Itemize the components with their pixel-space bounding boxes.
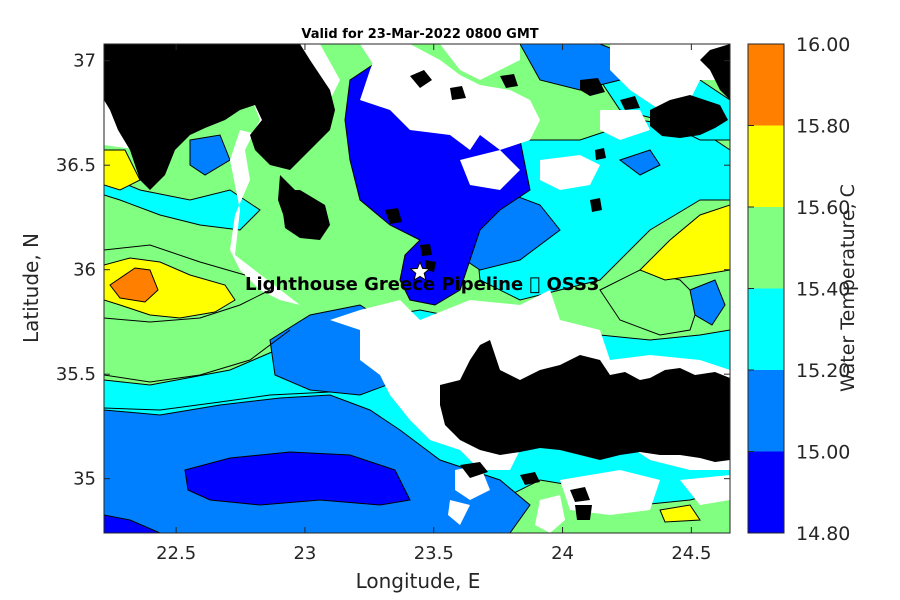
colorbar-tick-label: 15.40 <box>796 279 850 301</box>
y-tick-label: 36.5 <box>56 155 96 176</box>
colorbar-label: Water Temperature, C <box>837 184 859 392</box>
y-tick-label: 35.5 <box>56 364 96 385</box>
temperature-band-15-60-15-80 <box>104 149 141 191</box>
y-axis-ticks: 37 36.5 36 35.5 35 <box>56 51 730 490</box>
x-tick-label: 23 <box>293 543 316 564</box>
plot-frame <box>103 43 731 534</box>
site-label: Lighthouse Greece Pipeline   OSS3 <box>245 274 599 295</box>
y-tick-label: 36 <box>73 260 96 281</box>
x-tick-label: 24.5 <box>671 543 711 564</box>
colorbar-swatch <box>748 370 784 452</box>
y-tick-label: 35 <box>73 469 96 490</box>
colorbar-tick-labels: 16.00 15.80 15.60 15.40 15.20 15.00 14.80 <box>748 34 850 545</box>
map-title: Valid for 23-Mar-2022 0800 GMT <box>301 27 538 42</box>
temperature-band-14-80-15-00 <box>184 451 411 506</box>
temperature-band-15-60-15-80 <box>639 204 730 281</box>
colorbar-tick-label: 14.80 <box>796 523 850 545</box>
temperature-band-15-00-15-20 <box>189 134 231 176</box>
colorbar-tick-label: 15.80 <box>796 116 850 138</box>
colorbar-tick-label: 16.00 <box>796 34 850 56</box>
x-tick-label: 24 <box>551 543 574 564</box>
colorbar: 16.00 15.80 15.60 15.40 15.20 15.00 14.80 Wate… <box>747 34 859 545</box>
colorbar-tick-label: 15.60 <box>796 197 850 219</box>
colorbar-swatch <box>748 207 784 289</box>
site-star-marker <box>409 260 431 282</box>
colorbar-swatch <box>748 451 784 534</box>
temperature-band-15-00-15-20 <box>618 149 661 176</box>
x-axis-ticks: 22.5 23 23.5 24 24.5 <box>156 44 711 564</box>
x-tick-label: 22.5 <box>156 543 196 564</box>
colorbar-swatches <box>748 44 784 534</box>
y-tick-label: 37 <box>73 51 96 72</box>
x-tick-label: 23.5 <box>414 543 454 564</box>
temperature-band-15-00-15-20 <box>689 279 726 326</box>
site-annotation: Lighthouse Greece Pipeline   OSS3 <box>245 260 599 295</box>
colorbar-tick-label: 15.20 <box>796 360 850 382</box>
colorbar-tick-label: 15.00 <box>796 442 850 464</box>
colorbar-swatch <box>748 288 784 371</box>
colorbar-swatch <box>748 125 784 208</box>
temperature-band-15-60-15-80 <box>659 504 701 523</box>
y-axis-label: Latitude, N <box>19 233 43 343</box>
colorbar-swatch <box>748 44 784 126</box>
x-axis-label: Longitude, E <box>356 569 481 593</box>
temperature-band-15-80-16-00 <box>109 267 159 303</box>
map-plot-area <box>103 43 731 534</box>
temperature-band-15-20-15-40 <box>104 174 261 231</box>
contour-lines <box>104 244 331 411</box>
temperature-band-14-80-15-00 <box>104 514 161 533</box>
landmass <box>104 44 730 520</box>
